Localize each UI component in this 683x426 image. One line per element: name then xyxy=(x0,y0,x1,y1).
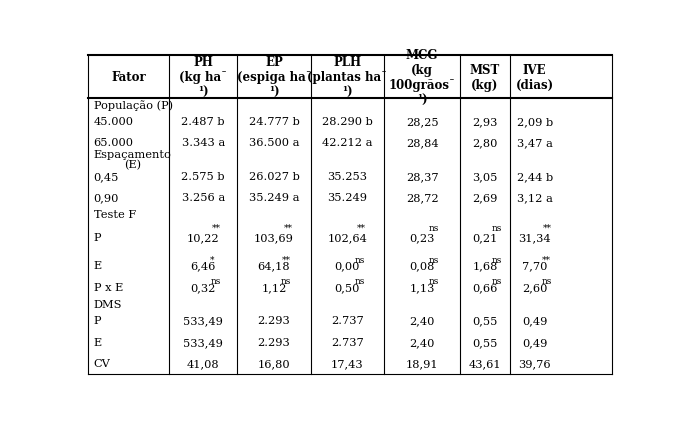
Text: 102,64: 102,64 xyxy=(327,233,367,243)
Text: ns: ns xyxy=(492,224,502,233)
Text: 0,49: 0,49 xyxy=(522,316,548,325)
Text: 64,18: 64,18 xyxy=(257,261,290,271)
Text: 0,55: 0,55 xyxy=(472,316,498,325)
Text: 2,60: 2,60 xyxy=(522,282,548,292)
Text: 533,49: 533,49 xyxy=(183,316,223,325)
Text: ns: ns xyxy=(210,276,221,285)
Text: 39,76: 39,76 xyxy=(518,359,551,368)
Text: Espaçamento
(E): Espaçamento (E) xyxy=(94,149,171,170)
Text: 36.500 a: 36.500 a xyxy=(249,138,299,148)
Text: ns: ns xyxy=(492,276,502,285)
Text: 2,40: 2,40 xyxy=(409,337,435,347)
Text: 26.027 b: 26.027 b xyxy=(249,171,299,181)
Text: CV: CV xyxy=(94,359,111,368)
Text: 0,21: 0,21 xyxy=(472,233,498,243)
Text: 0,32: 0,32 xyxy=(191,282,216,292)
Text: **: ** xyxy=(282,255,291,264)
Text: E: E xyxy=(94,337,102,347)
Text: 533,49: 533,49 xyxy=(183,337,223,347)
Text: **: ** xyxy=(357,224,366,233)
Text: 0,55: 0,55 xyxy=(472,337,498,347)
Text: 35.249: 35.249 xyxy=(327,193,367,203)
Text: 35.253: 35.253 xyxy=(327,171,367,181)
Text: 2,44 b: 2,44 b xyxy=(516,171,553,181)
Text: PH
(kg ha¯
¹): PH (kg ha¯ ¹) xyxy=(180,56,227,99)
Text: 3.256 a: 3.256 a xyxy=(182,193,225,203)
Text: 2.575 b: 2.575 b xyxy=(182,171,225,181)
Text: 2,93: 2,93 xyxy=(472,117,498,127)
Text: 17,43: 17,43 xyxy=(331,359,364,368)
Text: 16,80: 16,80 xyxy=(257,359,290,368)
Text: 2,40: 2,40 xyxy=(409,316,435,325)
Text: 2.293: 2.293 xyxy=(257,316,290,325)
Text: 3,47 a: 3,47 a xyxy=(517,138,553,148)
Text: 0,23: 0,23 xyxy=(409,233,435,243)
Text: 3.343 a: 3.343 a xyxy=(182,138,225,148)
Text: 24.777 b: 24.777 b xyxy=(249,117,299,127)
Text: 31,34: 31,34 xyxy=(518,233,551,243)
Text: 2,80: 2,80 xyxy=(472,138,498,148)
Text: ns: ns xyxy=(354,255,365,264)
Text: Fator: Fator xyxy=(111,71,146,84)
Text: 1,13: 1,13 xyxy=(409,282,435,292)
Text: 2.737: 2.737 xyxy=(331,316,364,325)
Text: 0,66: 0,66 xyxy=(472,282,498,292)
Text: 0,08: 0,08 xyxy=(409,261,435,271)
Text: 65.000: 65.000 xyxy=(94,138,134,148)
Text: Teste F: Teste F xyxy=(94,210,136,219)
Text: P: P xyxy=(94,316,101,325)
Text: IVE
(dias): IVE (dias) xyxy=(516,63,554,92)
Text: 28.290 b: 28.290 b xyxy=(322,117,373,127)
Text: P x E: P x E xyxy=(94,282,123,292)
Text: 1,68: 1,68 xyxy=(472,261,498,271)
Text: 0,49: 0,49 xyxy=(522,337,548,347)
Text: **: ** xyxy=(542,255,550,264)
Text: MCG
(kg
100grãos¯
¹): MCG (kg 100grãos¯ ¹) xyxy=(389,49,456,106)
Text: ns: ns xyxy=(492,255,502,264)
Text: PLH
(plantas ha¯
¹): PLH (plantas ha¯ ¹) xyxy=(307,56,387,99)
Text: EP
(espiga ha¯
¹): EP (espiga ha¯ ¹) xyxy=(237,56,311,99)
Text: 0,45: 0,45 xyxy=(94,171,119,181)
Text: 0,00: 0,00 xyxy=(335,261,360,271)
Text: 2.293: 2.293 xyxy=(257,337,290,347)
Text: ns: ns xyxy=(542,276,552,285)
Text: 7,70: 7,70 xyxy=(522,261,548,271)
Text: ns: ns xyxy=(429,276,439,285)
Text: 10,22: 10,22 xyxy=(187,233,220,243)
Text: 43,61: 43,61 xyxy=(469,359,501,368)
Text: 2.487 b: 2.487 b xyxy=(182,117,225,127)
Text: 1,12: 1,12 xyxy=(262,282,287,292)
Text: 18,91: 18,91 xyxy=(406,359,438,368)
Text: 42.212 a: 42.212 a xyxy=(322,138,373,148)
Text: 28,84: 28,84 xyxy=(406,138,438,148)
Text: **: ** xyxy=(283,224,292,233)
Text: ns: ns xyxy=(354,276,365,285)
Text: 103,69: 103,69 xyxy=(254,233,294,243)
Text: 41,08: 41,08 xyxy=(187,359,220,368)
Text: MST
(kg): MST (kg) xyxy=(470,63,500,92)
Text: 0,90: 0,90 xyxy=(94,193,119,203)
Text: População (P): População (P) xyxy=(94,100,173,110)
Text: 45.000: 45.000 xyxy=(94,117,134,127)
Text: 3,05: 3,05 xyxy=(472,171,498,181)
Text: 28,37: 28,37 xyxy=(406,171,438,181)
Text: ns: ns xyxy=(281,276,291,285)
Text: DMS: DMS xyxy=(94,299,122,309)
Text: 3,12 a: 3,12 a xyxy=(517,193,553,203)
Text: E: E xyxy=(94,261,102,271)
Text: *: * xyxy=(210,255,214,264)
Text: ns: ns xyxy=(429,255,439,264)
Text: 6,46: 6,46 xyxy=(191,261,216,271)
Text: 28,25: 28,25 xyxy=(406,117,438,127)
Text: 35.249 a: 35.249 a xyxy=(249,193,299,203)
Text: ns: ns xyxy=(429,224,439,233)
Text: 28,72: 28,72 xyxy=(406,193,438,203)
Text: 2,69: 2,69 xyxy=(472,193,498,203)
Text: 2.737: 2.737 xyxy=(331,337,364,347)
Text: 0,50: 0,50 xyxy=(335,282,360,292)
Text: P: P xyxy=(94,233,101,243)
Text: **: ** xyxy=(212,224,221,233)
Text: 2,09 b: 2,09 b xyxy=(516,117,553,127)
Text: **: ** xyxy=(543,224,552,233)
